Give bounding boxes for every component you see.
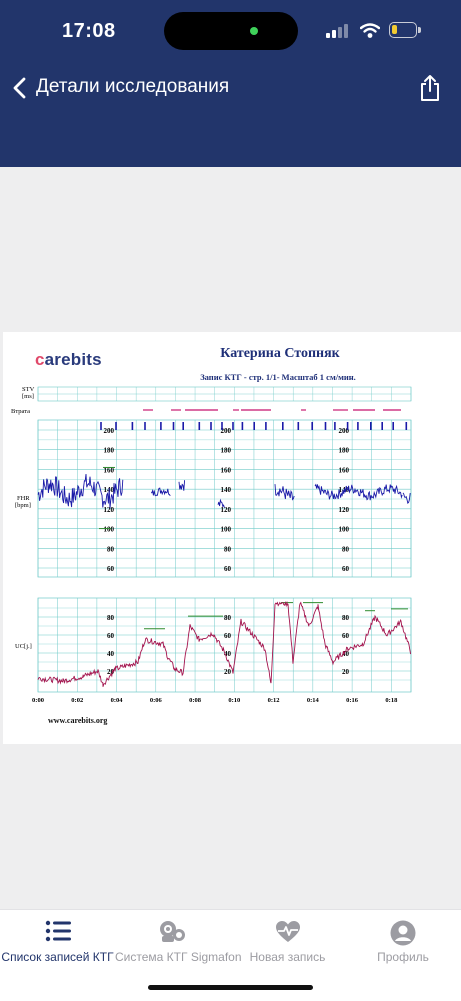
top-bar: 17:08 Детали исследования [0, 0, 461, 167]
heart-pulse-icon [275, 921, 300, 942]
page-title: Детали исследования [36, 76, 230, 97]
uc-tick-label: 40 [107, 650, 115, 658]
fhr-tick-label: 100 [104, 526, 115, 534]
uc-tick-label: 40 [342, 650, 350, 658]
uc-tick-label: 20 [342, 668, 350, 676]
time-tick-label: 0:18 [385, 697, 398, 704]
fhr-tick-label: 80 [342, 545, 350, 553]
signal-loss-label: Втрата [11, 408, 30, 415]
fhr-tick-label: 180 [104, 447, 115, 455]
uc-tick-label: 40 [224, 650, 232, 658]
fhr-trace-segment [402, 492, 411, 504]
time-tick-label: 0:04 [111, 697, 124, 704]
tab-sigmafon-label: Система КТГ Sigmafon [115, 950, 242, 964]
fhr-tick-label: 120 [104, 506, 115, 514]
uc-tick-label: 60 [107, 632, 115, 640]
tab-ctg-records-label: Список записей КТГ [1, 950, 114, 964]
uc-tick-label: 20 [224, 668, 232, 676]
fhr-trace-segment [37, 473, 124, 509]
time-tick-label: 0:02 [71, 697, 83, 704]
fhr-tick-label: 160 [221, 466, 232, 474]
uc-tick-label: 80 [342, 614, 350, 622]
fhr-trace-segment [274, 484, 295, 501]
battery-icon [389, 22, 421, 38]
cellular-signal-icon [326, 24, 348, 38]
uc-trace [37, 600, 412, 687]
fhr-tick-label: 140 [221, 486, 232, 494]
report-subtitle: Запис КТГ - стр. 1/1- Масштаб 1 см/мин. [200, 372, 356, 382]
tab-profile[interactable]: Профиль [345, 910, 461, 980]
uc-label: UC[j.] [15, 643, 32, 650]
fhr-grid-frame [37, 419, 412, 578]
dynamic-island [164, 12, 298, 50]
fhr-tick-label: 100 [339, 526, 350, 534]
fhr-tick-label: 200 [339, 427, 350, 435]
fhr-tick-label: 60 [342, 565, 350, 573]
patient-name: Катерина Стопняк [220, 346, 340, 361]
time-tick-label: 0:08 [189, 697, 202, 704]
time-tick-label: 0:16 [346, 697, 359, 704]
tab-sigmafon-system[interactable]: Система КТГ Sigmafon [115, 910, 242, 980]
share-button[interactable] [418, 73, 442, 103]
fhr-trace-segment [314, 483, 403, 501]
fhr-tick-label: 180 [221, 447, 232, 455]
fhr-tick-label: 200 [221, 427, 232, 435]
ctg-report: carebits Катерина Стопняк Запис КТГ - ст… [3, 332, 461, 744]
time-tick-label: 0:06 [150, 697, 163, 704]
time-tick-label: 0:14 [307, 697, 320, 704]
uc-grid-frame [37, 597, 412, 693]
stv-label: STV [22, 386, 35, 393]
fhr-tick-label: 80 [107, 545, 115, 553]
uc-tick-label: 20 [107, 668, 115, 676]
uc-tick-label: 60 [342, 632, 350, 640]
ctg-chart: STV [ms] Втрата FHR [bpm] UC[j.] 200 180 1… [11, 386, 412, 704]
time-tick-label: 0:12 [268, 697, 280, 704]
wifi-icon [360, 23, 380, 38]
uc-tick-label: 60 [224, 632, 232, 640]
fhr-tick-label: 80 [224, 545, 232, 553]
back-button[interactable] [10, 76, 32, 100]
status-time: 17:08 [62, 20, 116, 42]
fhr-tick-label: 120 [221, 506, 232, 514]
fhr-label: FHR [17, 495, 30, 502]
fhr-tick-label: 100 [221, 526, 232, 534]
tab-ctg-records[interactable]: Список записей КТГ [0, 910, 115, 980]
fhr-tick-label: 60 [107, 565, 115, 573]
uc-tick-label: 80 [107, 614, 115, 622]
fhr-trace-segment [178, 480, 186, 491]
fhr-tick-label: 180 [339, 447, 350, 455]
fhr-trace-segment [150, 487, 171, 497]
stv-unit: [ms] [22, 393, 34, 400]
tab-new-recording[interactable]: Новая запись [230, 910, 345, 980]
website-footer: www.carebits.org [48, 716, 108, 725]
home-indicator [148, 985, 313, 990]
carebits-logo: carebits [35, 350, 102, 369]
fhr-tick-label: 160 [104, 466, 115, 474]
profile-icon [390, 920, 416, 946]
fhr-tick-label: 160 [339, 466, 350, 474]
device-icon [159, 921, 185, 942]
fhr-trace-segment [217, 498, 225, 508]
list-icon [45, 920, 71, 942]
fhr-tick-label: 200 [104, 427, 115, 435]
tab-new-recording-label: Новая запись [249, 950, 326, 964]
tab-profile-label: Профиль [377, 950, 429, 964]
fhr-tick-label: 120 [339, 506, 350, 514]
time-tick-label: 0:10 [228, 697, 240, 704]
camera-indicator [250, 27, 258, 35]
fhr-tick-label: 60 [224, 565, 232, 573]
fhr-unit: [bpm] [15, 502, 31, 509]
uc-tick-label: 80 [224, 614, 232, 622]
time-tick-label: 0:00 [32, 697, 44, 704]
